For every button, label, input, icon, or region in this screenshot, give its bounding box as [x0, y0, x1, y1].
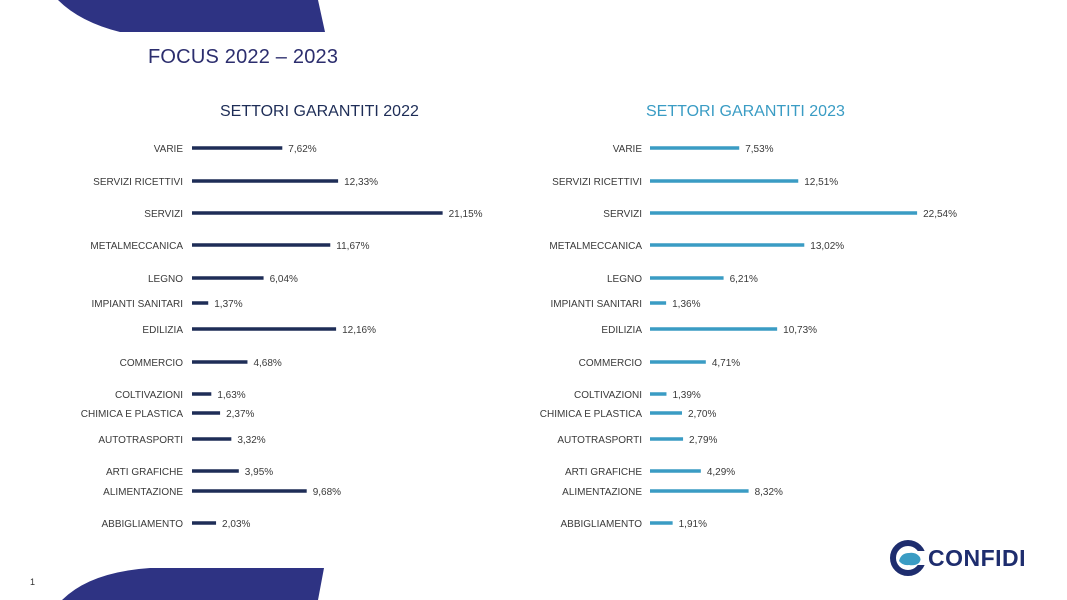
- category-label-2022-arti-grafiche: ARTI GRAFICHE: [106, 467, 183, 478]
- value-label-2022-legno: 6,04%: [270, 274, 298, 285]
- value-label-2023-varie: 7,53%: [745, 144, 773, 155]
- value-label-2022-chimica-e-plastica: 2,37%: [226, 409, 254, 420]
- bar-2022-alimentazione: [192, 489, 307, 493]
- category-label-2023-alimentazione: ALIMENTAZIONE: [562, 487, 642, 498]
- bar-2022-legno: [192, 276, 264, 280]
- category-label-2022-abbigliamento: ABBIGLIAMENTO: [101, 519, 183, 530]
- value-label-2023-commercio: 4,71%: [712, 358, 740, 369]
- bar-2022-commercio: [192, 360, 248, 364]
- category-label-2022-varie: VARIE: [154, 144, 184, 155]
- category-label-2023-abbigliamento: ABBIGLIAMENTO: [560, 519, 642, 530]
- value-label-2022-impianti-sanitari: 1,37%: [214, 299, 242, 310]
- value-label-2022-metalmeccanica: 11,67%: [336, 241, 369, 252]
- value-label-2022-varie: 7,62%: [288, 144, 316, 155]
- category-label-2023-edilizia: EDILIZIA: [601, 325, 642, 336]
- category-label-2023-metalmeccanica: METALMECCANICA: [549, 241, 642, 252]
- page-number: 1: [30, 577, 36, 587]
- value-label-2022-abbigliamento: 2,03%: [222, 519, 250, 530]
- value-label-2023-impianti-sanitari: 1,36%: [672, 299, 700, 310]
- bar-2023-impianti-sanitari: [650, 301, 667, 305]
- bar-2022-edilizia: [192, 327, 337, 331]
- value-label-2023-autotrasporti: 2,79%: [689, 435, 717, 446]
- bar-2023-abbigliamento: [650, 521, 673, 525]
- category-label-2022-impianti-sanitari: IMPIANTI SANITARI: [92, 299, 184, 310]
- bar-2022-varie: [192, 146, 283, 150]
- category-label-2022-legno: LEGNO: [148, 274, 183, 285]
- value-label-2023-servizi-ricettivi: 12,51%: [804, 177, 838, 188]
- value-label-2022-coltivazioni: 1,63%: [217, 390, 245, 401]
- bar-2022-coltivazioni: [192, 392, 212, 396]
- bar-2023-edilizia: [650, 327, 778, 331]
- value-label-2023-coltivazioni: 1,39%: [672, 390, 700, 401]
- category-label-2022-servizi: SERVIZI: [144, 209, 183, 220]
- bar-2022-abbigliamento: [192, 521, 217, 525]
- category-label-2023-servizi: SERVIZI: [603, 209, 642, 220]
- value-label-2023-servizi: 22,54%: [923, 209, 957, 220]
- bar-2022-impianti-sanitari: [192, 301, 209, 305]
- category-label-2023-varie: VARIE: [613, 144, 643, 155]
- value-label-2023-chimica-e-plastica: 2,70%: [688, 409, 716, 420]
- value-label-2022-edilizia: 12,16%: [342, 325, 376, 336]
- category-label-2023-arti-grafiche: ARTI GRAFICHE: [565, 467, 642, 478]
- category-label-2022-servizi-ricettivi: SERVIZI RICETTIVI: [93, 177, 183, 188]
- category-label-2023-autotrasporti: AUTOTRASPORTI: [557, 435, 642, 446]
- bar-2022-chimica-e-plastica: [192, 411, 221, 415]
- confidi-logo-text: CONFIDI: [928, 545, 1027, 571]
- category-label-2022-coltivazioni: COLTIVAZIONI: [115, 390, 183, 401]
- category-label-2022-commercio: COMMERCIO: [120, 358, 184, 369]
- confidi-logo: CONFIDI: [889, 537, 1039, 579]
- bar-2022-metalmeccanica: [192, 243, 331, 247]
- bar-2023-chimica-e-plastica: [650, 411, 682, 415]
- value-label-2023-edilizia: 10,73%: [783, 325, 817, 336]
- chart-title-2022: SETTORI GARANTITI 2022: [220, 103, 419, 120]
- bar-2023-autotrasporti: [650, 437, 684, 441]
- category-label-2022-metalmeccanica: METALMECCANICA: [90, 241, 183, 252]
- chart-title-2023: SETTORI GARANTITI 2023: [646, 103, 845, 120]
- bar-2023-coltivazioni: [650, 392, 667, 396]
- category-label-2022-chimica-e-plastica: CHIMICA E PLASTICA: [81, 409, 184, 420]
- bar-2022-servizi-ricettivi: [192, 179, 339, 183]
- value-label-2022-arti-grafiche: 3,95%: [245, 467, 273, 478]
- bar-2023-servizi: [650, 211, 918, 215]
- value-label-2022-alimentazione: 9,68%: [313, 487, 341, 498]
- confidi-logo-icon: [890, 540, 929, 576]
- category-label-2023-impianti-sanitari: IMPIANTI SANITARI: [551, 299, 643, 310]
- page-title: FOCUS 2022 – 2023: [148, 46, 339, 68]
- bar-2023-servizi-ricettivi: [650, 179, 799, 183]
- value-label-2023-abbigliamento: 1,91%: [679, 519, 707, 530]
- value-label-2022-commercio: 4,68%: [253, 358, 281, 369]
- value-label-2022-autotrasporti: 3,32%: [237, 435, 265, 446]
- category-label-2023-legno: LEGNO: [607, 274, 642, 285]
- bar-2023-metalmeccanica: [650, 243, 805, 247]
- value-label-2023-alimentazione: 8,32%: [755, 487, 783, 498]
- bar-2023-legno: [650, 276, 724, 280]
- value-label-2022-servizi-ricettivi: 12,33%: [344, 177, 378, 188]
- category-label-2022-edilizia: EDILIZIA: [142, 325, 183, 336]
- bar-2023-commercio: [650, 360, 706, 364]
- category-label-2022-alimentazione: ALIMENTAZIONE: [103, 487, 183, 498]
- bar-2023-alimentazione: [650, 489, 749, 493]
- value-label-2023-arti-grafiche: 4,29%: [707, 467, 735, 478]
- bar-2022-servizi: [192, 211, 443, 215]
- category-label-2023-coltivazioni: COLTIVAZIONI: [574, 390, 642, 401]
- category-label-2022-autotrasporti: AUTOTRASPORTI: [98, 435, 183, 446]
- value-label-2023-metalmeccanica: 13,02%: [810, 241, 844, 252]
- category-label-2023-commercio: COMMERCIO: [579, 358, 643, 369]
- bar-2023-varie: [650, 146, 740, 150]
- category-label-2023-servizi-ricettivi: SERVIZI RICETTIVI: [552, 177, 642, 188]
- value-label-2023-legno: 6,21%: [730, 274, 758, 285]
- category-label-2023-chimica-e-plastica: CHIMICA E PLASTICA: [540, 409, 643, 420]
- bar-2023-arti-grafiche: [650, 469, 701, 473]
- bottom-decoration-shape: [62, 568, 324, 600]
- bar-2022-autotrasporti: [192, 437, 232, 441]
- top-decoration-shape: [58, 0, 325, 32]
- value-label-2022-servizi: 21,15%: [449, 209, 483, 220]
- bar-2022-arti-grafiche: [192, 469, 239, 473]
